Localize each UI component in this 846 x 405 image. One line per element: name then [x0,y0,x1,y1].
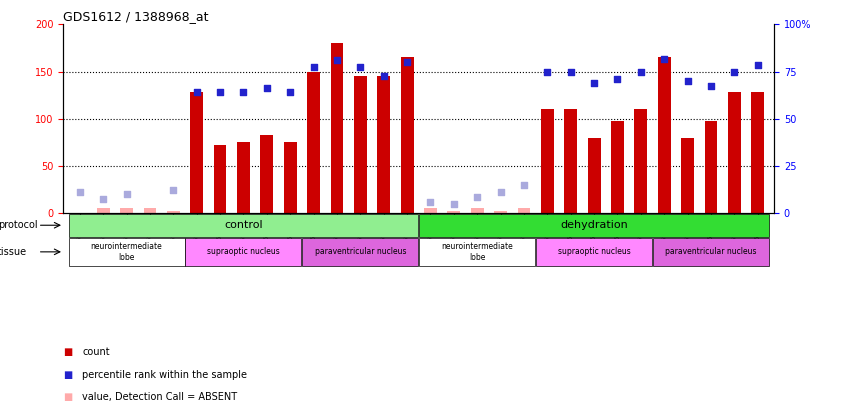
Text: neurointermediate
lobe: neurointermediate lobe [442,242,513,262]
Bar [96,209,110,213]
Bar [470,209,484,213]
Text: ■: ■ [63,392,73,402]
Text: ■: ■ [63,370,73,379]
FancyBboxPatch shape [420,238,536,266]
Text: value, Detection Call = ABSENT: value, Detection Call = ABSENT [82,392,237,402]
FancyBboxPatch shape [69,214,418,237]
Text: paraventricular nucleus: paraventricular nucleus [665,247,756,256]
Bar [237,143,250,213]
Point [681,78,695,84]
Point [73,189,86,196]
Bar [448,211,460,213]
Bar [144,209,157,213]
Bar [261,135,273,213]
Text: control: control [224,220,263,230]
Point [377,73,391,79]
Point [213,89,227,96]
Point [541,68,554,75]
Text: GDS1612 / 1388968_at: GDS1612 / 1388968_at [63,10,209,23]
Bar [494,211,507,213]
Bar [588,138,601,213]
Bar [564,109,577,213]
Point [704,83,717,89]
Bar [705,121,717,213]
FancyBboxPatch shape [420,214,769,237]
Text: tissue: tissue [0,247,27,257]
Point [751,62,765,68]
Bar [354,76,367,213]
Point [657,56,671,62]
Point [307,64,321,70]
Point [494,189,508,196]
Text: paraventricular nucleus: paraventricular nucleus [315,247,406,256]
Text: ■: ■ [63,347,73,357]
Bar [541,109,554,213]
Bar [214,145,227,213]
Point [400,59,414,65]
Point [517,181,530,188]
Point [330,57,343,64]
Bar [377,76,390,213]
Point [167,186,180,193]
Point [237,89,250,96]
Text: supraoptic nucleus: supraoptic nucleus [558,247,630,256]
Bar [120,209,133,213]
Bar [401,58,414,213]
FancyBboxPatch shape [185,238,301,266]
Text: percentile rank within the sample: percentile rank within the sample [82,370,247,379]
Text: count: count [82,347,110,357]
Point [283,89,297,96]
Point [728,68,741,75]
Point [424,198,437,205]
Bar [728,92,741,213]
Bar [634,109,647,213]
Text: supraoptic nucleus: supraoptic nucleus [207,247,280,256]
Point [120,191,134,198]
Point [447,200,460,207]
Text: dehydration: dehydration [560,220,628,230]
Point [470,194,484,200]
FancyBboxPatch shape [653,238,769,266]
Point [611,76,624,82]
Bar [681,138,694,213]
Text: neurointermediate
lobe: neurointermediate lobe [91,242,162,262]
FancyBboxPatch shape [69,238,184,266]
Bar [190,92,203,213]
Bar [331,43,343,213]
Text: protocol: protocol [0,220,37,230]
Bar [611,121,624,213]
Point [96,196,110,202]
Bar [167,211,179,213]
FancyBboxPatch shape [302,238,418,266]
FancyBboxPatch shape [536,238,652,266]
Bar [518,209,530,213]
Bar [424,209,437,213]
Bar [751,92,764,213]
Point [260,84,273,91]
Point [564,68,578,75]
Bar [283,143,297,213]
Bar [307,72,320,213]
Point [587,80,601,86]
Point [354,64,367,70]
Point [190,89,203,96]
Bar [658,58,671,213]
Point [634,68,647,75]
